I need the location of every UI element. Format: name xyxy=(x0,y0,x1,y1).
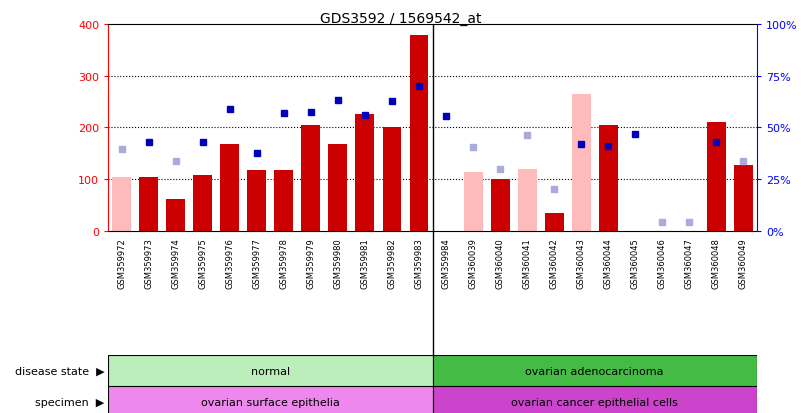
Bar xyxy=(167,199,185,231)
Bar xyxy=(734,165,753,231)
Bar xyxy=(383,128,401,231)
Text: GSM359981: GSM359981 xyxy=(360,237,369,288)
Text: ovarian cancer epithelial cells: ovarian cancer epithelial cells xyxy=(511,396,678,407)
Bar xyxy=(275,171,293,231)
Text: GSM359979: GSM359979 xyxy=(307,237,316,288)
Text: GSM359976: GSM359976 xyxy=(225,237,234,288)
Bar xyxy=(409,36,429,231)
Bar xyxy=(572,95,590,231)
Text: normal: normal xyxy=(251,366,290,376)
Text: GSM360049: GSM360049 xyxy=(739,237,748,288)
Text: GSM359974: GSM359974 xyxy=(171,237,180,288)
Bar xyxy=(328,145,348,231)
Text: GSM359982: GSM359982 xyxy=(388,237,396,288)
Bar xyxy=(139,177,158,231)
Bar xyxy=(464,173,482,231)
Bar xyxy=(491,180,509,231)
Text: GSM360044: GSM360044 xyxy=(604,237,613,288)
Text: GSM359983: GSM359983 xyxy=(415,237,424,288)
Bar xyxy=(108,355,433,386)
Bar xyxy=(356,115,374,231)
Bar xyxy=(707,123,726,231)
Bar xyxy=(112,177,131,231)
Text: GSM360042: GSM360042 xyxy=(549,237,558,288)
Text: GSM359984: GSM359984 xyxy=(441,237,450,288)
Text: disease state  ▶: disease state ▶ xyxy=(14,366,104,376)
Text: GSM359972: GSM359972 xyxy=(117,237,126,288)
Text: GSM360040: GSM360040 xyxy=(496,237,505,288)
Text: GSM359973: GSM359973 xyxy=(144,237,153,288)
Text: specimen  ▶: specimen ▶ xyxy=(35,396,104,407)
Text: GSM360048: GSM360048 xyxy=(712,237,721,288)
Text: GSM359975: GSM359975 xyxy=(199,237,207,288)
Text: GDS3592 / 1569542_at: GDS3592 / 1569542_at xyxy=(320,12,481,26)
Bar xyxy=(433,386,757,413)
Text: GSM360039: GSM360039 xyxy=(469,237,477,288)
Bar xyxy=(193,176,212,231)
Bar xyxy=(108,386,433,413)
Text: GSM359980: GSM359980 xyxy=(333,237,342,288)
Bar xyxy=(599,126,618,231)
Bar xyxy=(301,126,320,231)
Text: GSM360043: GSM360043 xyxy=(577,237,586,288)
Text: GSM360041: GSM360041 xyxy=(523,237,532,288)
Bar xyxy=(517,169,537,231)
Text: GSM360046: GSM360046 xyxy=(658,237,666,288)
Text: GSM360045: GSM360045 xyxy=(631,237,640,288)
Bar xyxy=(248,171,266,231)
Text: ovarian adenocarcinoma: ovarian adenocarcinoma xyxy=(525,366,664,376)
Bar xyxy=(220,145,239,231)
Bar xyxy=(545,213,564,231)
Text: GSM359977: GSM359977 xyxy=(252,237,261,288)
Bar xyxy=(433,355,757,386)
Text: ovarian surface epithelia: ovarian surface epithelia xyxy=(201,396,340,407)
Text: GSM359978: GSM359978 xyxy=(280,237,288,288)
Text: GSM360047: GSM360047 xyxy=(685,237,694,288)
